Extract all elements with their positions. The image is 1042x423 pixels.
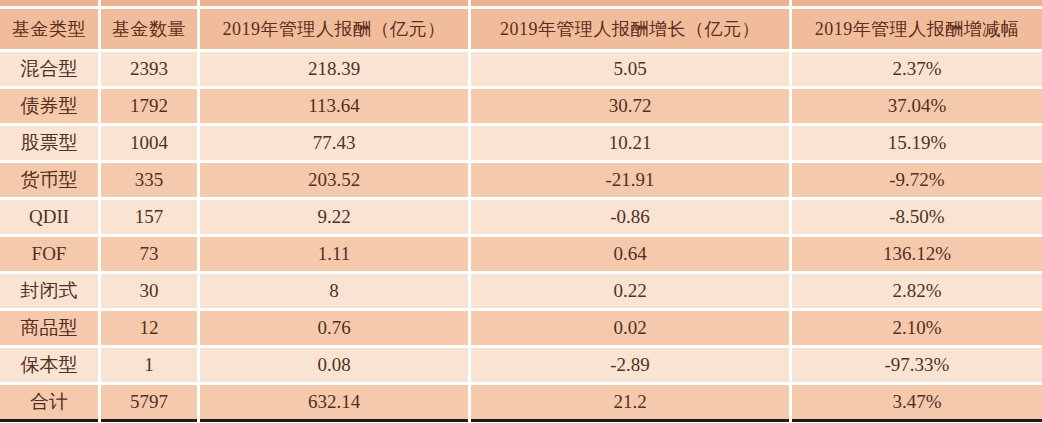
change-percent-cell: 2.37% (792, 52, 1042, 86)
growth-cell: 21.2 (471, 385, 789, 419)
fund-count-cell: 12 (101, 311, 197, 345)
fund-count-cell: 1792 (101, 89, 197, 123)
fund-count-cell: 335 (101, 163, 197, 197)
fund-type-cell: 股票型 (0, 126, 98, 160)
change-percent-cell: 37.04% (792, 89, 1042, 123)
column-header-fund-count: 基金数量 (101, 9, 197, 49)
fund-count-cell: 1004 (101, 126, 197, 160)
change-percent-cell: 2.82% (792, 274, 1042, 308)
top-strip-segment (0, 0, 98, 6)
change-percent-cell: 15.19% (792, 126, 1042, 160)
fund-type-cell: 保本型 (0, 348, 98, 382)
compensation-cell: 632.14 (200, 385, 468, 419)
fund-type-cell: 货币型 (0, 163, 98, 197)
change-percent-cell: -9.72% (792, 163, 1042, 197)
column-header-compensation: 2019年管理人报酬（亿元） (200, 9, 468, 49)
column-header-change-percent: 2019年管理人报酬增减幅 (792, 9, 1042, 49)
change-percent-cell: -8.50% (792, 200, 1042, 234)
fund-count-cell: 73 (101, 237, 197, 271)
growth-cell: 0.02 (471, 311, 789, 345)
top-strip-segment (792, 0, 1042, 6)
growth-cell: 10.21 (471, 126, 789, 160)
change-percent-cell: 3.47% (792, 385, 1042, 419)
compensation-cell: 77.43 (200, 126, 468, 160)
top-strip-segment (471, 0, 789, 6)
fund-count-cell: 157 (101, 200, 197, 234)
fund-count-cell: 1 (101, 348, 197, 382)
compensation-cell: 1.11 (200, 237, 468, 271)
fund-type-cell: 商品型 (0, 311, 98, 345)
fund-type-cell: QDII (0, 200, 98, 234)
growth-cell: 0.64 (471, 237, 789, 271)
compensation-cell: 113.64 (200, 89, 468, 123)
change-percent-cell: 2.10% (792, 311, 1042, 345)
fund-type-cell: 合计 (0, 385, 98, 419)
fund-type-cell: 混合型 (0, 52, 98, 86)
change-percent-cell: 136.12% (792, 237, 1042, 271)
growth-cell: 0.22 (471, 274, 789, 308)
growth-cell: 30.72 (471, 89, 789, 123)
column-header-fund-type: 基金类型 (0, 9, 98, 49)
growth-cell: 5.05 (471, 52, 789, 86)
fund-count-cell: 5797 (101, 385, 197, 419)
growth-cell: -2.89 (471, 348, 789, 382)
change-percent-cell: -97.33% (792, 348, 1042, 382)
compensation-cell: 218.39 (200, 52, 468, 86)
compensation-cell: 8 (200, 274, 468, 308)
fund-type-cell: 封闭式 (0, 274, 98, 308)
growth-cell: -0.86 (471, 200, 789, 234)
fund-count-cell: 2393 (101, 52, 197, 86)
top-strip-segment (101, 0, 197, 6)
fund-type-cell: 债券型 (0, 89, 98, 123)
top-strip-segment (200, 0, 468, 6)
growth-cell: -21.91 (471, 163, 789, 197)
compensation-cell: 0.76 (200, 311, 468, 345)
fund-compensation-table: 基金类型 基金数量 2019年管理人报酬（亿元） 2019年管理人报酬增长（亿元… (0, 0, 1042, 419)
compensation-cell: 9.22 (200, 200, 468, 234)
compensation-cell: 0.08 (200, 348, 468, 382)
compensation-cell: 203.52 (200, 163, 468, 197)
column-header-growth: 2019年管理人报酬增长（亿元） (471, 9, 789, 49)
fund-count-cell: 30 (101, 274, 197, 308)
fund-type-cell: FOF (0, 237, 98, 271)
